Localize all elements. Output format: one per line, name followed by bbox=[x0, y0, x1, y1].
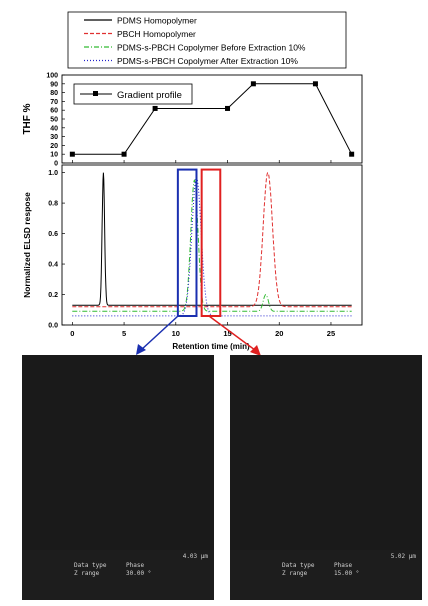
afm-info-bar-1: 4.03 µm Data type Phase Z range 30.00 ° bbox=[22, 550, 214, 600]
elsd-x-tick-label: 10 bbox=[172, 329, 180, 338]
gradient-y-tick-label: 70 bbox=[50, 99, 58, 106]
afm-z-range-value-1: 30.00 ° bbox=[126, 570, 152, 577]
gradient-point bbox=[152, 105, 158, 111]
elsd-x-tick-label: 5 bbox=[122, 329, 126, 338]
afm-data-type-value-1: Phase bbox=[126, 562, 145, 569]
afm-z-range-label-2: Z range bbox=[282, 570, 308, 577]
afm-phase-image-2 bbox=[230, 355, 422, 550]
gradient-point bbox=[250, 81, 256, 87]
gradient-y-tick-label: 90 bbox=[50, 81, 58, 88]
gradient-y-tick-label: 20 bbox=[50, 143, 58, 150]
elsd-y-tick-label: 1.0 bbox=[48, 170, 58, 177]
elsd-x-tick-label: 25 bbox=[327, 329, 335, 338]
elsd-x-tick-label: 0 bbox=[70, 329, 74, 338]
gradient-point bbox=[225, 105, 231, 111]
gradient-point bbox=[121, 151, 127, 157]
afm-panel-1: 4.03 µm Data type Phase Z range 30.00 ° bbox=[22, 355, 214, 600]
gradient-y-tick-label: 60 bbox=[50, 108, 58, 115]
elsd-x-tick-label: 15 bbox=[223, 329, 231, 338]
elsd-y-axis-label: Normalized ELSD respose bbox=[22, 192, 32, 298]
gradient-point bbox=[69, 151, 75, 157]
gradient-point bbox=[349, 151, 355, 157]
elsd-x-axis-label: Retention time (min) bbox=[172, 342, 250, 351]
elsd-y-tick-label: 0.2 bbox=[48, 292, 58, 299]
gradient-legend-label: Gradient profile bbox=[117, 90, 182, 101]
legend-label: PBCH Homopolymer bbox=[117, 29, 196, 39]
afm-data-type-label-1: Data type bbox=[74, 562, 107, 569]
afm-scan-size-1: 4.03 µm bbox=[182, 553, 208, 560]
elsd-panel: Normalized ELSD respose 0.0 0.2 0.4 0.6 0.8 1… bbox=[22, 164, 363, 351]
afm-info-bar-2: 5.02 µm Data type Phase Z range 15.00 ° bbox=[230, 550, 422, 600]
gradient-y-tick-label: 30 bbox=[50, 134, 58, 141]
afm-phase-image-1 bbox=[22, 355, 214, 550]
elsd-y-tick-label: 0.0 bbox=[48, 323, 58, 330]
highlight-box bbox=[200, 168, 222, 317]
gradient-y-tick-label: 50 bbox=[50, 117, 58, 124]
afm-data-type-value-2: Phase bbox=[334, 562, 353, 569]
elsd-y-tick-label: 0.6 bbox=[48, 231, 58, 238]
gradient-point bbox=[312, 81, 318, 87]
afm-scan-size-2: 5.02 µm bbox=[390, 553, 416, 560]
legend-label: PDMS-s-PBCH Copolymer Before Extraction … bbox=[117, 43, 306, 53]
legend-label: PDMS Homopolymer bbox=[117, 16, 197, 26]
gradient-y-axis-label: THF % bbox=[22, 103, 33, 134]
afm-z-range-label-1: Z range bbox=[74, 570, 100, 577]
elsd-series-line bbox=[72, 178, 352, 312]
arrow-blue bbox=[136, 315, 179, 355]
gradient-y-tick-label: 40 bbox=[50, 125, 58, 132]
arrow-red bbox=[208, 315, 261, 356]
gradient-y-tick-label: 80 bbox=[50, 90, 58, 97]
elsd-y-tick-label: 0.8 bbox=[48, 201, 58, 208]
elsd-series-line bbox=[72, 172, 352, 308]
afm-z-range-value-2: 15.00 ° bbox=[334, 570, 360, 577]
elsd-series-line bbox=[72, 176, 352, 317]
afm-panel-2: 5.02 µm Data type Phase Z range 15.00 ° bbox=[230, 355, 422, 600]
elsd-series-line bbox=[72, 172, 352, 306]
legend-label: PDMS-s-PBCH Copolymer After Extraction 1… bbox=[117, 56, 298, 66]
elsd-y-tick-label: 0.4 bbox=[48, 262, 58, 269]
afm-data-type-label-2: Data type bbox=[282, 562, 315, 569]
highlight-box bbox=[176, 168, 198, 317]
gradient-legend: Gradient profile bbox=[73, 83, 193, 105]
gradient-y-tick-label: 100 bbox=[46, 73, 58, 80]
gradient-y-tick-label: 0 bbox=[54, 161, 58, 168]
main-legend: PDMS Homopolymer PBCH Homopolymer PDMS-s-P… bbox=[67, 11, 347, 69]
elsd-x-tick-label: 20 bbox=[275, 329, 283, 338]
gradient-y-tick-label: 10 bbox=[50, 152, 58, 159]
